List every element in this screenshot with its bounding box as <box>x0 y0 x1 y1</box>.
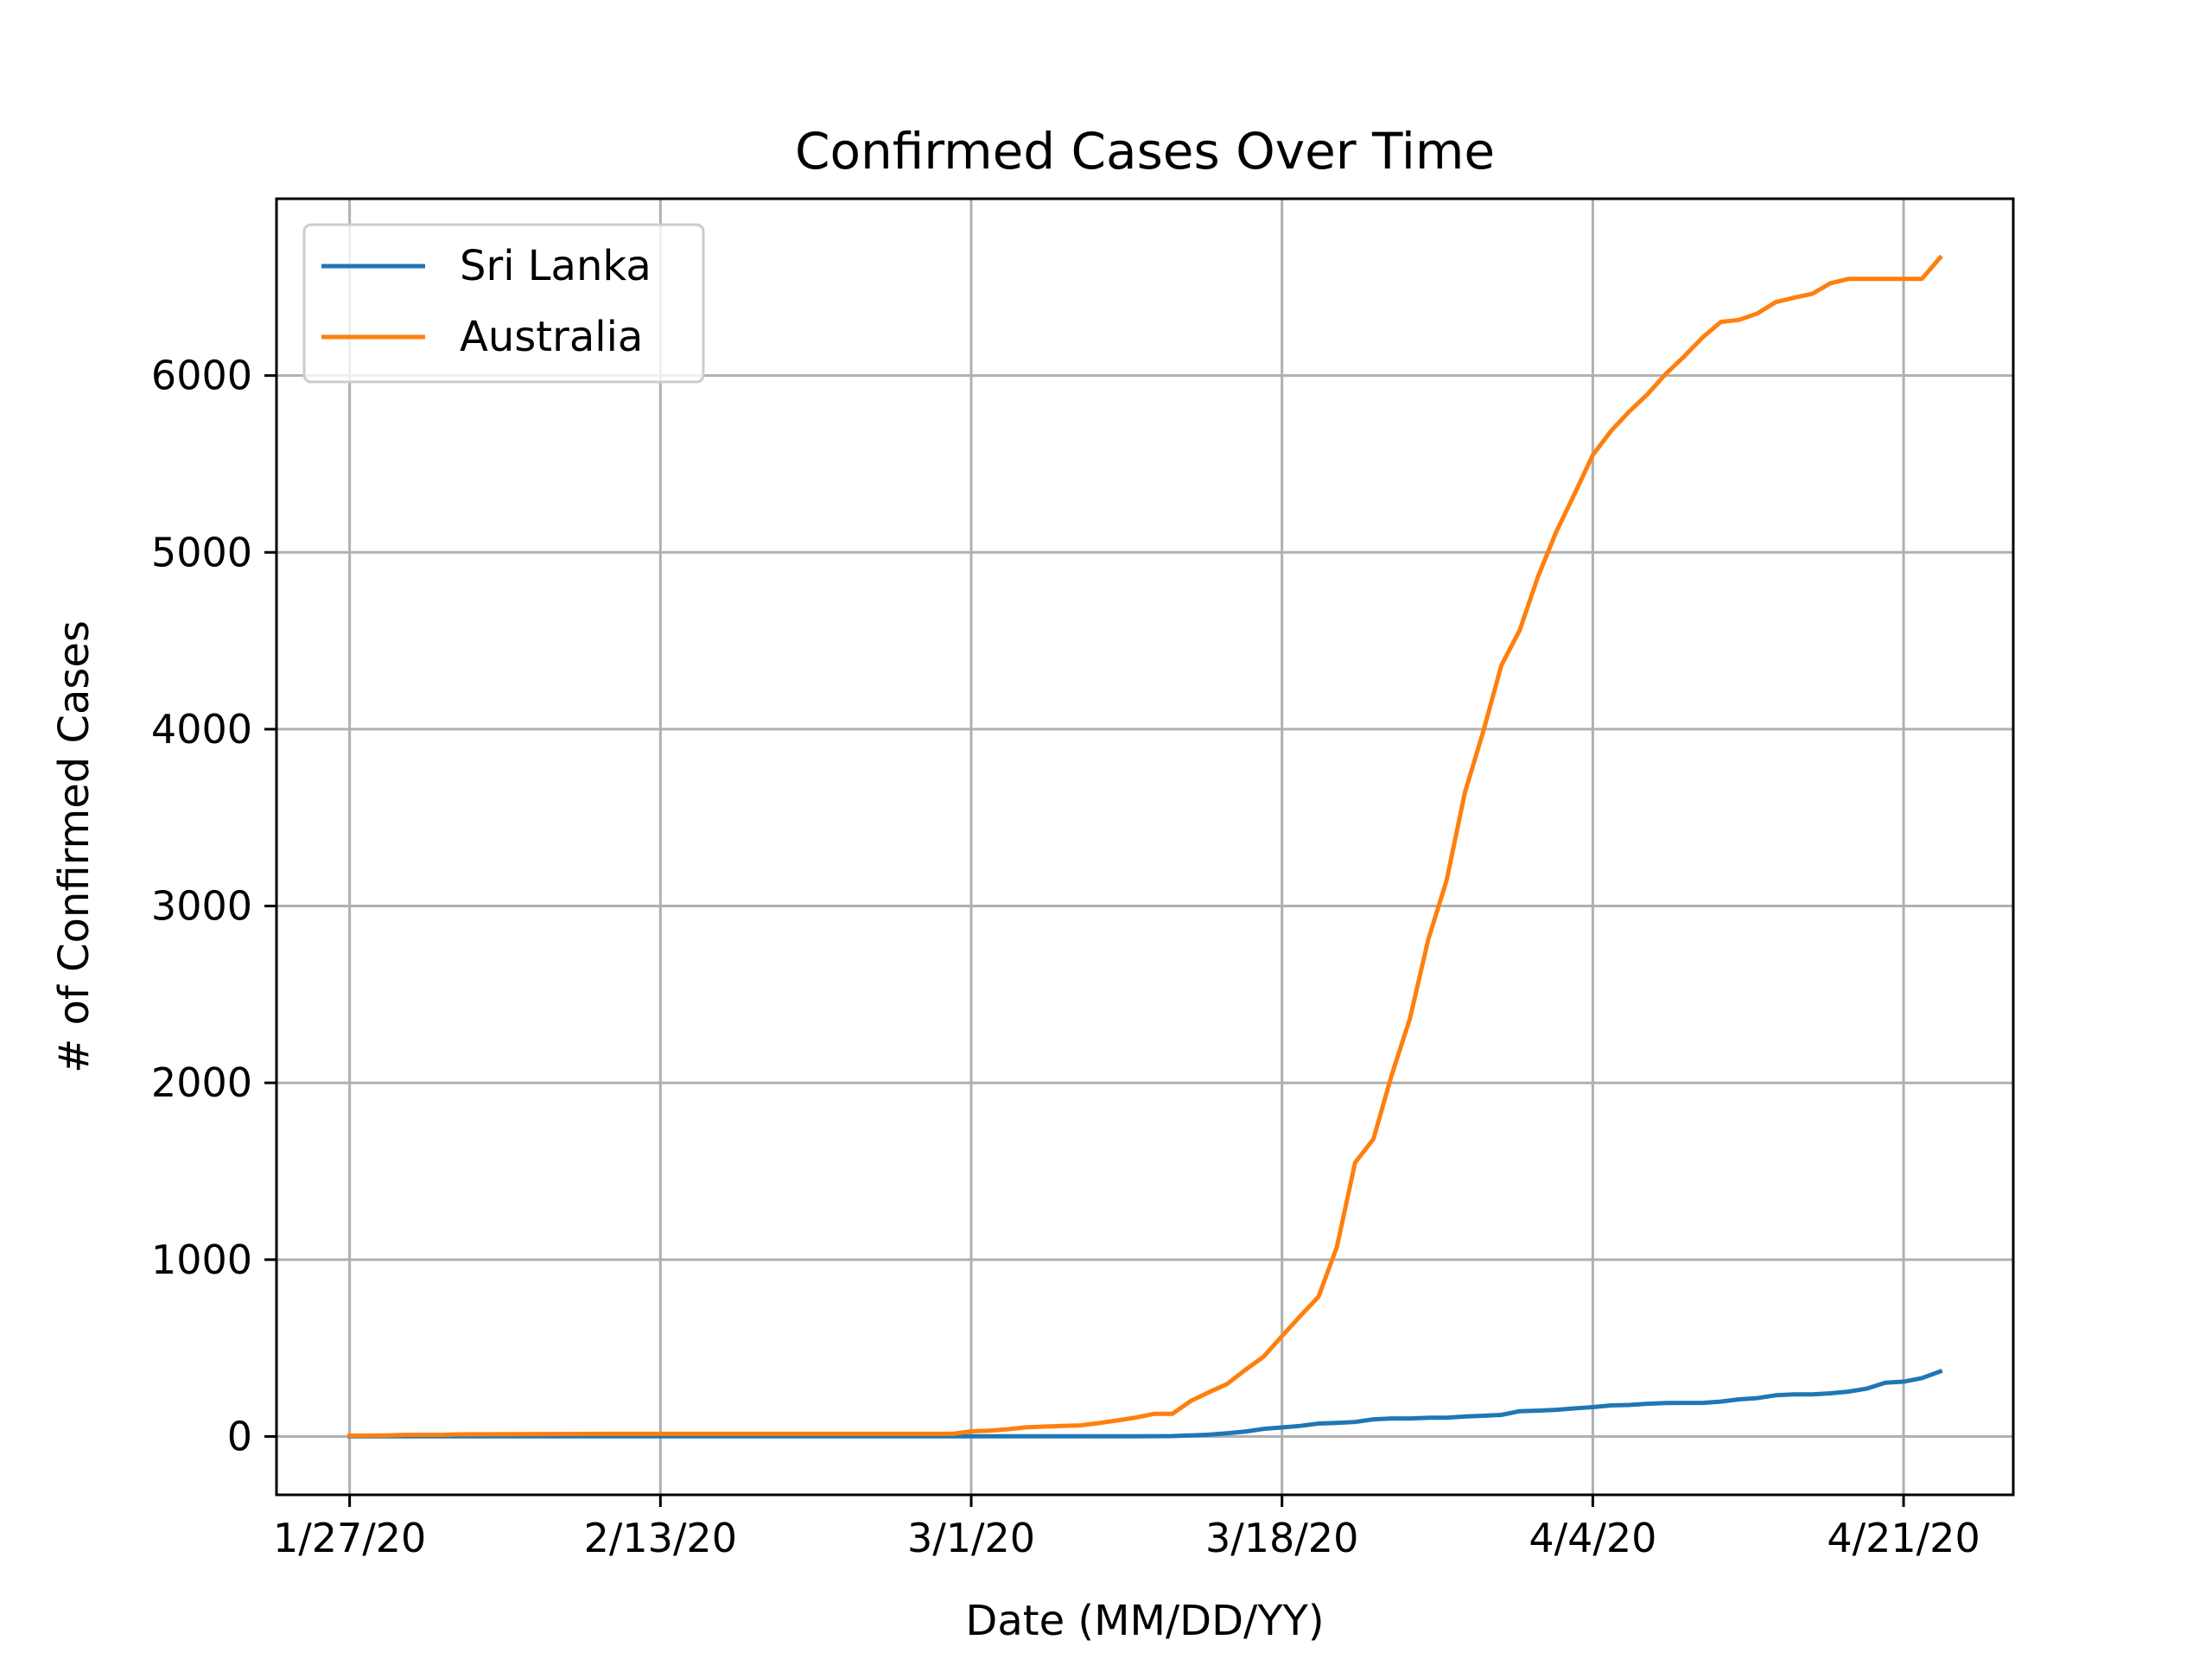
x-tick-label-3-18-20: 3/18/20 <box>1205 1515 1358 1561</box>
y-axis-label: # of Confirmed Cases <box>50 620 99 1073</box>
y-tick-label-2000: 2000 <box>151 1059 252 1106</box>
x-tick-label-4-4-20: 4/4/20 <box>1529 1515 1656 1561</box>
series-line-sri-lanka <box>347 1368 1943 1439</box>
series-line-australia <box>347 254 1943 1438</box>
y-tick-label-1000: 1000 <box>151 1236 252 1283</box>
legend-label-sri-lanka: Sri Lanka <box>460 242 652 290</box>
plot-frame <box>275 197 2015 1497</box>
x-tick-label-3-1-20: 3/1/20 <box>907 1515 1035 1561</box>
legend-label-australia: Australia <box>460 313 643 361</box>
grid <box>276 199 2013 1495</box>
axis-ticks: 1/27/20 2/13/20 3/1/20 3/18/20 4/4/20 4/21/20… <box>151 353 1980 1561</box>
x-tick-label-4-21-20: 4/21/20 <box>1827 1515 1980 1561</box>
series-lines <box>347 254 1943 1439</box>
x-tick-label-2-13-20: 2/13/20 <box>584 1515 737 1561</box>
y-tick-label-6000: 6000 <box>151 353 252 399</box>
y-tick-label-5000: 5000 <box>151 529 252 575</box>
y-tick-label-4000: 4000 <box>151 706 252 753</box>
x-axis-label: Date (MM/DD/YY) <box>965 1597 1324 1645</box>
x-tick-label-1-27-20: 1/27/20 <box>273 1515 426 1561</box>
y-tick-label-3000: 3000 <box>151 883 252 930</box>
chart-title: Confirmed Cases Over Time <box>795 122 1495 181</box>
y-tick-label-0: 0 <box>227 1413 252 1459</box>
legend: Sri Lanka Australia <box>302 223 705 384</box>
